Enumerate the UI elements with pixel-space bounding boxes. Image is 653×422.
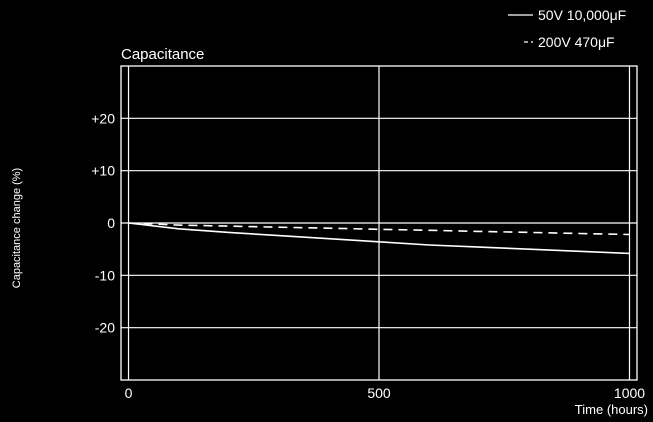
grid-lines (121, 66, 637, 380)
y-tick-labels: +20 +10 0 -10 -20 (91, 110, 115, 335)
x-tick-labels: 0 500 1000 (125, 385, 646, 401)
y-tick-label: +20 (91, 110, 115, 126)
series-line-dashed (128, 222, 630, 236)
series-line-solid (128, 222, 630, 255)
y-tick-label: -20 (95, 320, 115, 336)
x-tick-label: 1000 (614, 385, 645, 401)
series-group (128, 222, 630, 255)
legend: 50V 10,000μF 200V 470μF (508, 7, 626, 50)
chart-title: Capacitance (121, 46, 204, 63)
y-axis-label: Capacitance change (%) (11, 168, 23, 288)
y-tick-label: -10 (95, 267, 115, 283)
legend-label-50v: 50V 10,000μF (538, 7, 626, 23)
plot-frame (120, 65, 638, 381)
y-tick-label: +10 (91, 163, 115, 179)
y-tick-label: 0 (107, 215, 115, 231)
x-tick-label: 0 (125, 385, 133, 401)
legend-label-200v: 200V 470μF (538, 34, 615, 50)
x-axis-label: Time (hours) (575, 402, 648, 417)
x-tick-label: 500 (367, 385, 391, 401)
